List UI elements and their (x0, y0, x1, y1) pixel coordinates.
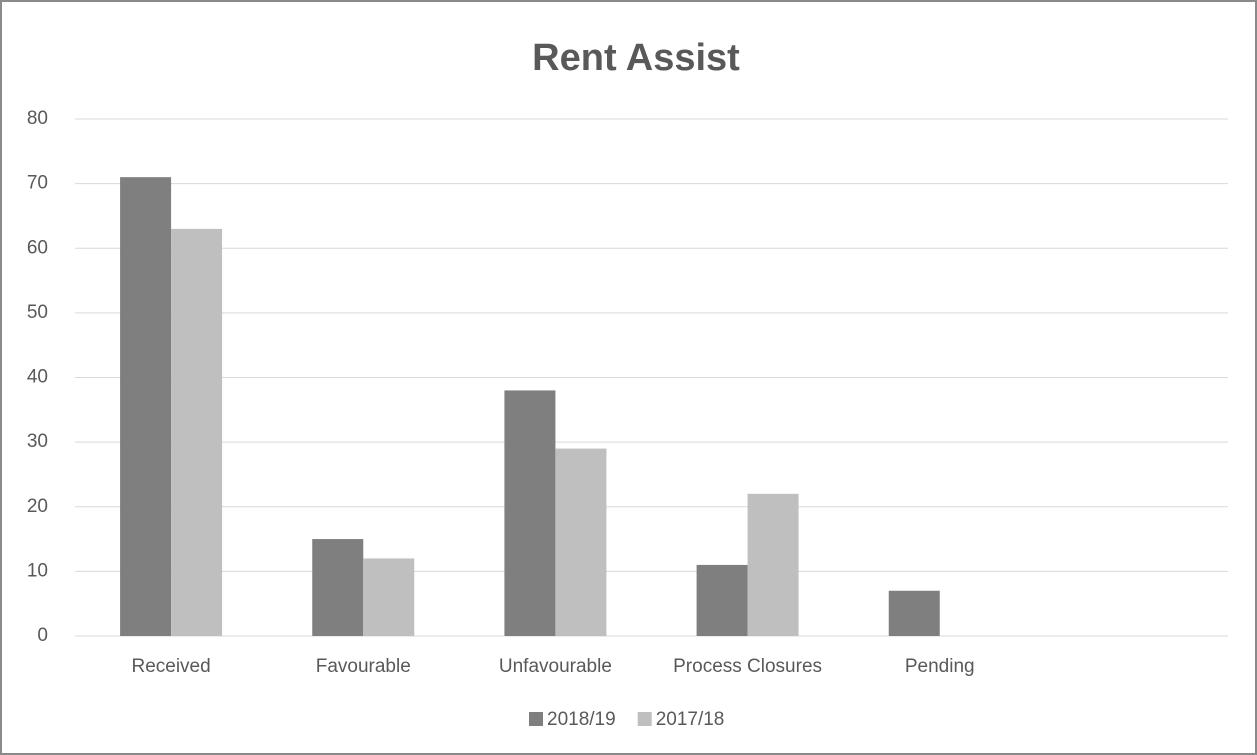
x-tick-label: Pending (905, 656, 975, 677)
y-tick-label: 20 (27, 496, 48, 517)
bar (888, 590, 940, 636)
y-tick-label: 0 (37, 625, 48, 646)
legend-swatch (529, 712, 543, 726)
legend-swatch (637, 712, 652, 726)
bar (120, 177, 172, 636)
y-tick-label: 60 (27, 237, 48, 258)
legend-label: 2017/18 (656, 709, 725, 730)
bar (504, 390, 556, 636)
bar (747, 493, 799, 636)
bar (171, 228, 223, 637)
legend-label: 2018/19 (547, 709, 616, 730)
y-tick-label: 40 (27, 367, 48, 388)
y-tick-label: 30 (27, 431, 48, 452)
bar (696, 564, 748, 636)
bar (363, 558, 415, 636)
x-tick-label: Received (131, 656, 210, 677)
bar (312, 539, 364, 636)
y-tick-label: 50 (27, 302, 48, 323)
y-tick-label: 10 (27, 560, 48, 581)
y-tick-label: 70 (27, 173, 48, 194)
x-tick-label: Favourable (316, 656, 411, 677)
chart-title: Rent Assist (532, 37, 740, 79)
x-tick-label: Unfavourable (499, 656, 612, 677)
x-tick-label: Process Closures (673, 656, 822, 677)
bar (555, 448, 607, 636)
y-tick-label: 80 (27, 108, 48, 129)
